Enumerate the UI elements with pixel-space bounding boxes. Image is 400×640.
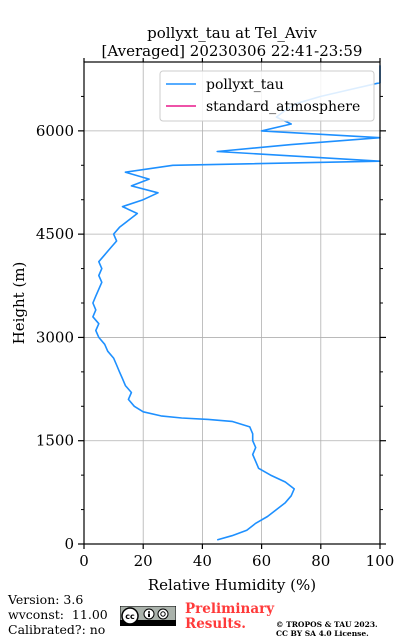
legend: pollyxt_tau standard_atmosphere	[159, 70, 375, 122]
x-tick-label: 80	[311, 552, 330, 570]
chart-title: pollyxt_tau at Tel_Aviv	[147, 24, 317, 42]
y-tick-label: 1500	[36, 432, 74, 450]
y-tick-label: 3000	[36, 328, 74, 346]
legend-label-standard-atmosphere: standard_atmosphere	[206, 99, 360, 115]
x-tick-label: 40	[193, 552, 212, 570]
x-axis-label: Relative Humidity (%)	[148, 576, 316, 594]
preliminary-line-2: Results.	[185, 616, 246, 632]
cc-by-sa-license-icon: cc	[120, 606, 176, 626]
legend-box	[159, 70, 375, 122]
humidity-profile-chart: pollyxt_tau at Tel_Aviv [Averaged] 20230…	[10, 24, 395, 594]
cc-logo-text: cc	[125, 612, 135, 621]
series-layer	[92, 65, 381, 541]
calibrated-text: Calibrated?: no	[8, 622, 106, 637]
version-text: Version: 3.6	[8, 592, 84, 607]
legend-label-pollyxt-tau: pollyxt_tau	[206, 77, 284, 93]
footer-info: Version: 3.6 wvconst: 11.00 Calibrated?:…	[8, 592, 108, 637]
wvconst-text: wvconst: 11.00	[8, 607, 108, 622]
y-axis-label: Height (m)	[10, 262, 28, 345]
preliminary-notice: Preliminary Results.	[185, 602, 274, 632]
axis-ticks: 0 20 40 60 80 100 0 1500 3000 4500 6000	[36, 58, 395, 570]
y-tick-label: 6000	[36, 122, 74, 140]
license-text: © TROPOS & TAU 2023. CC BY SA 4.0 Licens…	[276, 620, 378, 638]
preliminary-line-1: Preliminary	[185, 601, 275, 617]
grid-lines	[84, 62, 380, 544]
series-line-pollyxt-tau	[92, 65, 381, 541]
x-tick-label: 20	[134, 552, 153, 570]
y-tick-label: 0	[64, 535, 74, 553]
x-tick-label: 60	[252, 552, 271, 570]
license-line-1: © TROPOS & TAU 2023.	[276, 620, 378, 629]
x-tick-label: 100	[366, 552, 395, 570]
chart-subtitle: [Averaged] 20230306 22:41-23:59	[102, 42, 363, 60]
plot-frame	[83, 61, 381, 545]
x-tick-label: 0	[79, 552, 89, 570]
y-tick-label: 4500	[36, 225, 74, 243]
license-line-2: CC BY SA 4.0 License.	[276, 629, 369, 638]
